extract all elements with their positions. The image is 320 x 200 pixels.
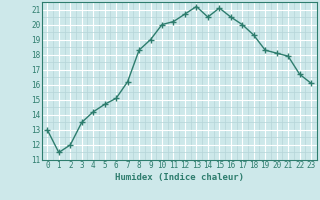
- X-axis label: Humidex (Indice chaleur): Humidex (Indice chaleur): [115, 173, 244, 182]
